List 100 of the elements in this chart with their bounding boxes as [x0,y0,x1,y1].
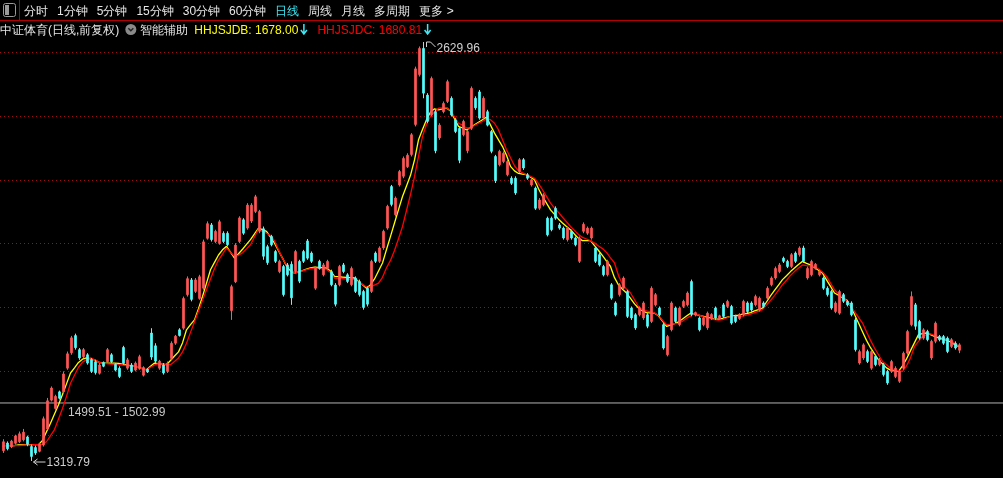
candlestick [222,230,225,244]
candlestick [498,149,501,167]
candlestick [606,259,609,277]
candlestick [790,252,793,269]
candlestick [546,216,549,237]
candlestick [422,41,425,99]
candlestick [534,186,537,211]
candlestick [294,249,297,274]
candlestick [838,289,841,316]
annotation: 1319.79 [46,455,91,469]
candlestick [926,329,929,342]
candlestick [658,305,661,317]
candlestick [218,219,221,246]
candlestick [810,259,813,277]
candlestick [642,300,645,321]
candlestick [850,300,853,317]
candlestick [522,157,525,171]
candlestick [714,305,717,321]
candlestick [238,215,241,244]
annotation: 2629.96 [436,41,481,55]
text: 30分钟 [182,4,221,18]
candlestick [898,369,901,384]
candlestick [698,315,701,332]
candlestick [946,336,949,354]
candlestick [794,250,797,264]
candlestick [854,317,857,353]
candlestick [366,285,369,307]
candlestick [646,312,649,329]
candlestick [798,245,801,258]
candlestick [862,342,865,361]
text: 周线 [308,4,333,18]
candlestick [290,260,293,306]
candlestick [342,262,345,274]
candlestick [730,304,733,326]
candlestick [494,154,497,184]
candlestick [746,300,749,314]
candlestick [246,202,249,231]
candlestick [578,235,581,264]
candlestick [2,438,5,454]
candlestick [106,347,109,364]
candlestick [346,272,349,284]
candlestick [726,299,729,309]
candlestick [802,245,805,264]
text: 多周期 [374,4,411,18]
candlestick [146,367,149,374]
candlestick [938,334,941,342]
candlestick [910,290,913,327]
candlestick [766,285,769,301]
candlestick [410,132,413,157]
candlestick [374,250,377,264]
chart-title: 中证体育(日线,前复权) [0,23,120,37]
candlestick [90,357,93,374]
candlestick [126,357,129,371]
candlestick [30,444,33,462]
candlestick [166,360,169,374]
candlestick [230,284,233,321]
candlestick [694,311,697,317]
candlestick [130,362,133,374]
candlestick [314,265,317,291]
candlestick [274,249,277,264]
candlestick [762,300,765,309]
candlestick [582,221,585,234]
candlestick [538,197,541,211]
candlestick [394,195,397,218]
candlestick [70,335,73,356]
text: 15分钟 [136,4,174,18]
candlestick [370,259,373,294]
candlestick [350,265,353,287]
candlestick [890,359,893,374]
candlestick [638,305,641,317]
candlestick [434,109,437,154]
candlestick [594,245,597,264]
candlestick [26,435,29,447]
candlestick [242,217,245,236]
candlestick [278,259,281,274]
candlestick [690,279,693,317]
candlestick [78,347,81,361]
candlestick [386,204,389,231]
candlestick [514,175,517,196]
candlestick [674,305,677,324]
band-label: 1499.51 - 1502.99 [68,404,166,419]
candlestick [262,226,265,261]
candlestick [58,390,61,401]
candlestick [270,234,273,247]
candlestick [206,220,209,241]
candlestick [6,440,9,451]
candlestick [686,290,689,307]
candlestick [446,79,449,104]
candlestick [98,362,101,376]
candlestick [842,292,845,304]
candlestick [610,282,613,301]
candlestick [706,311,709,331]
candlestick [922,327,925,341]
candlestick [666,334,669,357]
candlestick [750,300,753,313]
candlestick [18,431,21,444]
candlestick [830,289,833,311]
candlestick [542,192,545,207]
candlestick [450,95,453,117]
candlestick [586,226,589,236]
